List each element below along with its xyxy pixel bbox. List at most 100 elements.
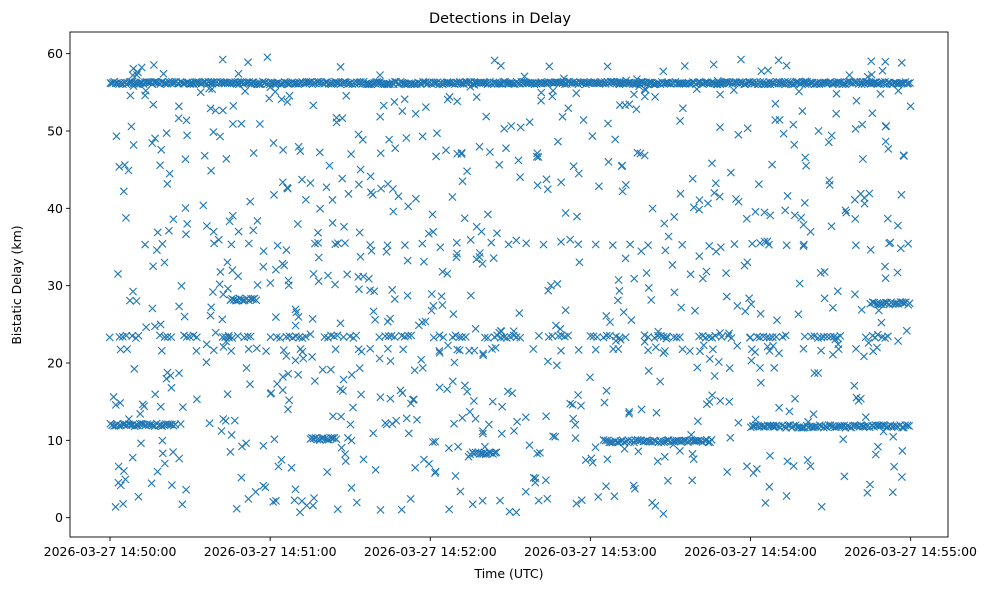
data-point (427, 306, 436, 315)
data-point (296, 147, 305, 156)
data-point (478, 429, 487, 438)
data-point (470, 80, 479, 89)
data-point (325, 161, 334, 170)
data-point (148, 139, 157, 147)
data-point (174, 114, 183, 123)
data-point (443, 385, 452, 394)
data-point (472, 93, 481, 102)
data-point (620, 444, 629, 453)
data-point (354, 272, 363, 281)
data-point (206, 104, 215, 113)
data-point (421, 317, 430, 326)
data-point (339, 375, 348, 384)
data-point (764, 66, 773, 75)
data-point (716, 329, 724, 337)
data-point (794, 310, 803, 319)
data-point (389, 207, 398, 216)
data-point (280, 261, 289, 270)
data-point (428, 438, 437, 446)
data-point (894, 86, 903, 95)
data-point (710, 188, 719, 197)
data-point (534, 153, 543, 161)
data-point (836, 331, 845, 340)
data-point (316, 436, 325, 444)
data-point (376, 112, 385, 121)
data-point (615, 286, 624, 295)
data-point (285, 91, 294, 100)
y-tick-label: 30 (47, 278, 63, 293)
data-point (723, 78, 732, 87)
y-tick-label: 50 (47, 123, 63, 138)
data-point (482, 112, 491, 121)
data-point (406, 399, 415, 408)
x-tick-label: 2026-03-27 14:51:00 (204, 544, 337, 559)
data-point (428, 210, 437, 219)
data-point (828, 350, 837, 359)
data-point (451, 472, 460, 480)
data-point (591, 443, 600, 452)
data-point (806, 462, 815, 471)
data-point (472, 255, 481, 264)
data-point (388, 285, 397, 294)
x-axis-label: Time (UTC) (473, 566, 543, 581)
data-point (543, 185, 552, 194)
data-point (284, 405, 292, 414)
data-point (894, 337, 903, 345)
data-point (634, 447, 643, 456)
data-point (571, 434, 580, 443)
data-point (394, 192, 403, 201)
data-point (183, 131, 192, 140)
data-point (587, 454, 596, 463)
data-point (888, 488, 897, 497)
data-point (308, 314, 317, 323)
data-point (252, 296, 261, 305)
data-point (564, 104, 573, 113)
data-point (314, 277, 323, 286)
data-point (817, 502, 826, 511)
data-point (244, 345, 253, 354)
data-point (229, 101, 238, 110)
data-point (781, 206, 790, 215)
data-point (294, 370, 303, 379)
data-point (709, 60, 718, 69)
data-point (403, 291, 412, 300)
data-point (105, 333, 114, 342)
data-point (165, 169, 174, 178)
data-point (382, 247, 391, 256)
data-point (716, 90, 725, 99)
data-point (614, 276, 623, 284)
data-point (814, 127, 823, 135)
data-point (458, 177, 467, 186)
data-point (840, 421, 849, 430)
data-point (333, 505, 342, 514)
data-point (376, 505, 385, 514)
data-point (301, 195, 310, 204)
data-point (269, 139, 278, 147)
data-point (856, 394, 865, 403)
data-point (807, 332, 816, 341)
data-point (753, 332, 762, 341)
data-point (332, 118, 341, 127)
data-point (515, 309, 524, 318)
data-point (514, 156, 523, 165)
data-point (478, 427, 487, 436)
data-point (427, 290, 436, 298)
data-point (279, 346, 288, 355)
data-point (116, 345, 125, 354)
data-point (704, 199, 712, 208)
data-point (328, 195, 337, 204)
data-point (899, 423, 908, 432)
data-point (870, 298, 879, 307)
data-point (186, 79, 195, 88)
data-point (618, 187, 627, 196)
data-point (270, 190, 278, 199)
data-point (114, 478, 123, 487)
data-point (407, 331, 416, 340)
data-point (495, 160, 504, 169)
data-point (775, 349, 783, 358)
data-point (216, 267, 225, 276)
data-point (541, 476, 550, 485)
data-point (244, 58, 252, 67)
data-point (163, 179, 172, 188)
data-point (119, 467, 128, 475)
